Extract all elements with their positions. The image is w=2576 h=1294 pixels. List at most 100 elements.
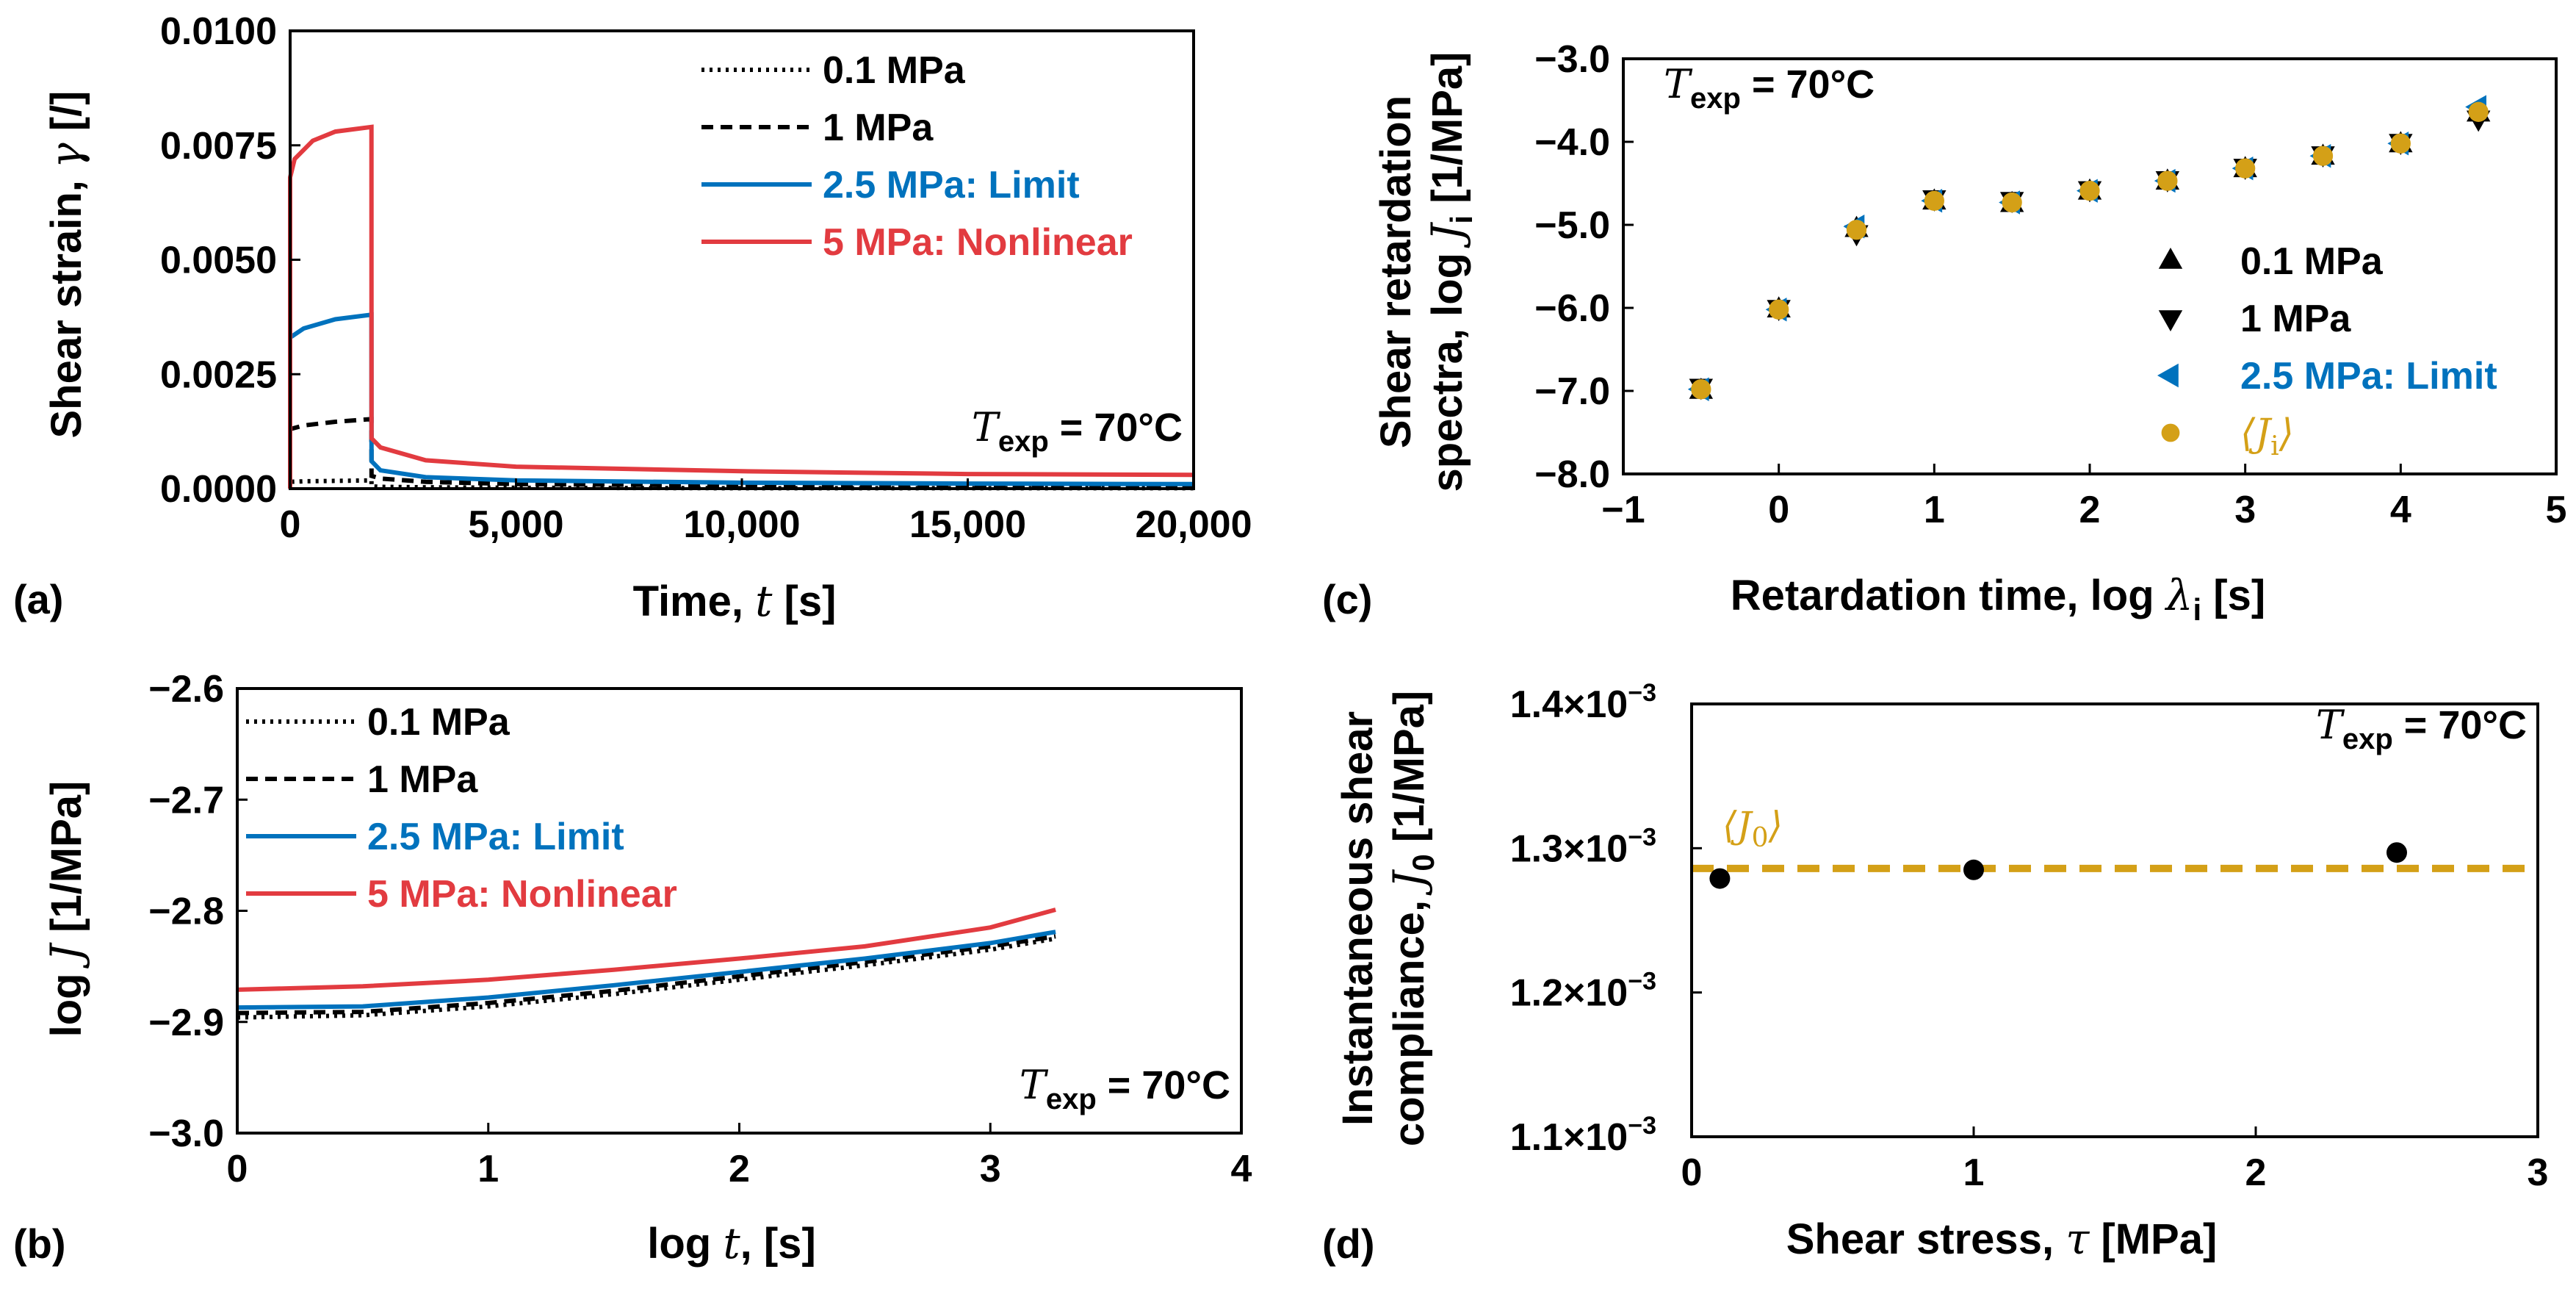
panel-d-series-layer [1692, 842, 2538, 889]
panel-c-y-axis-title-line1: Shear retardation [1372, 96, 1420, 448]
panel-b-y-tick-label: −2.7 [148, 779, 224, 822]
panel-a-label: (a) [13, 576, 63, 622]
panel-d-x-tick-label: 0 [1681, 1151, 1703, 1194]
panel-d-x-axis-title: Shear stress, τ [MPa] [1786, 1214, 2218, 1264]
panel-b-x-tick-label: 2 [729, 1148, 750, 1190]
panel-c-y-tick-label: −8.0 [1534, 453, 1610, 496]
panel-b-x-tick-label: 4 [1231, 1148, 1252, 1190]
panel-b-legend-label: 1 MPa [367, 758, 478, 801]
panel-c-data-point [2079, 181, 2100, 201]
panel-a-legend-label: 1 MPa [823, 107, 934, 149]
panel-a-x-tick-label: 15,000 [909, 503, 1026, 546]
panel-c-data-point [2312, 145, 2334, 166]
panel-a-legend-label: 5 MPa: Nonlinear [823, 221, 1133, 264]
panel-c-data-point [2235, 158, 2256, 179]
panel-a-legend: 0.1 MPa 1 MPa 2.5 MPa: Limit 5 MPa: Nonline… [701, 49, 1133, 264]
panel-a-y-tick-label: 0.0025 [160, 353, 277, 396]
panel-d-x-tick-label: 1 [1963, 1151, 1985, 1194]
panel-c-retardation-spectra: −1 0 1 2 3 4 5 −8.0 −7.0 −6.0 −5.0 −4.0 −3.0 (c) Ret… [1322, 38, 2566, 627]
panel-c-legend-marker [2157, 363, 2179, 388]
panel-c-data-point [1691, 379, 1711, 400]
panel-a-series-line [288, 124, 1194, 489]
panel-b-legend-label: 0.1 MPa [367, 701, 510, 744]
panel-c-legend-marker [2158, 310, 2183, 331]
panel-b-series-line [237, 934, 1056, 1016]
panel-c-data-point [2157, 170, 2178, 191]
panel-b-x-tick-label: 1 [477, 1148, 499, 1190]
panel-b-y-axis-title: log J [1/MPa] [41, 781, 91, 1038]
panel-b-series-line [237, 930, 1056, 1010]
panel-c-x-tick-label: −1 [1601, 489, 1645, 531]
panel-c-data-point [1769, 299, 1789, 320]
panel-d-y-axis-title-line1: Instantaneous shear [1334, 711, 1382, 1126]
panel-c-legend-label: 2.5 MPa: Limit [2240, 355, 2497, 398]
panel-a-y-axis-title: Shear strain, γ [/] [41, 90, 91, 438]
panel-c-legend-label: 0.1 MPa [2240, 240, 2384, 283]
panel-c-axes: −1 0 1 2 3 4 5 −8.0 −7.0 −6.0 −5.0 −4.0 −3.0 [1534, 38, 2566, 531]
panel-b-y-tick-label: −2.6 [148, 668, 224, 711]
panel-a-x-tick-label: 20,000 [1135, 503, 1252, 546]
panel-c-y-tick-label: −7.0 [1534, 370, 1610, 413]
panel-a-legend-label: 0.1 MPa [823, 49, 966, 92]
panel-d-instantaneous-compliance: 0 1 2 3 1.1×10−3 1.2×10−3 1.3×10−3 1.4×10−3 (d)… [1322, 679, 2548, 1267]
panel-a-axes: 0 5,000 10,000 15,000 20,000 0.0000 0.0025 0.00… [160, 10, 1252, 546]
panel-c-temperature-annotation: Texp = 70°C [1664, 61, 1875, 115]
panel-a-legend-label: 2.5 MPa: Limit [823, 164, 1080, 206]
panel-c-x-tick-label: 4 [2390, 489, 2411, 531]
panel-c-label: (c) [1322, 576, 1372, 622]
panel-d-y-tick-label: 1.2×10−3 [1510, 968, 1656, 1015]
panel-b-series-layer [237, 907, 1056, 1020]
panel-b-series-line [237, 907, 1056, 992]
panel-c-legend-label: 1 MPa [2240, 298, 2351, 340]
panel-b-axes: 0 1 2 3 4 −3.0 −2.9 −2.8 −2.7 −2.6 [148, 668, 1252, 1190]
panel-c-legend-label: ⟨Ji⟩ [2240, 411, 2294, 461]
panel-d-data-point [1709, 868, 1731, 889]
panel-a-shear-strain-vs-time: 0 5,000 10,000 15,000 20,000 0.0000 0.0025 0.00… [13, 10, 1252, 626]
panel-c-y-tick-label: −6.0 [1534, 287, 1610, 330]
panel-c-legend-marker [2161, 423, 2180, 442]
panel-a-x-axis-title: Time, t [s] [633, 576, 837, 626]
panel-d-y-axis-title-line2: compliance, J0 [1/MPa] [1384, 691, 1440, 1146]
panel-c-data-point [2002, 192, 2022, 213]
panel-a-series-line [288, 312, 1194, 489]
panel-b-legend-label: 2.5 MPa: Limit [367, 816, 624, 858]
panel-c-y-axis-title-line2: spectra, log Ji [1/MPa] [1422, 52, 1479, 492]
panel-a-y-tick-label: 0.0000 [160, 468, 277, 511]
panel-c-data-point [2390, 133, 2411, 154]
panel-a-x-tick-label: 5,000 [468, 503, 563, 546]
panel-b-y-tick-label: −2.8 [148, 891, 224, 933]
panel-c-data-point [2468, 101, 2489, 122]
panel-d-data-point [2386, 842, 2407, 863]
panel-d-y-tick-label: 1.4×10−3 [1510, 679, 1656, 726]
panel-b-y-tick-label: −3.0 [148, 1113, 224, 1155]
panel-a-y-tick-label: 0.0100 [160, 10, 277, 53]
panel-b-x-axis-title: log t, [s] [647, 1218, 816, 1268]
panel-b-legend-label: 5 MPa: Nonlinear [367, 873, 677, 916]
panel-a-temperature-annotation: Texp = 70°C [972, 404, 1183, 458]
panel-d-data-point [1963, 859, 1984, 880]
panel-d-temperature-annotation: Texp = 70°C [2316, 702, 2527, 755]
panel-b-temperature-annotation: Texp = 70°C [1020, 1062, 1230, 1115]
panel-c-series-layer [1687, 95, 2491, 401]
panel-a-y-tick-label: 0.0075 [160, 125, 277, 168]
panel-b-log-compliance-vs-log-time: 0 1 2 3 4 −3.0 −2.9 −2.8 −2.7 −2.6 (b) log t, [s]… [13, 668, 1252, 1268]
panel-a-x-tick-label: 0 [280, 503, 301, 546]
panel-d-mean-line-label: ⟨J0⟩ [1722, 804, 1783, 853]
panel-d-plot-frame [1690, 702, 2539, 1138]
panel-b-x-tick-label: 0 [227, 1148, 248, 1190]
panel-c-x-tick-label: 0 [1768, 489, 1789, 531]
panel-c-legend-marker [2158, 248, 2183, 269]
panel-a-x-tick-label: 10,000 [683, 503, 800, 546]
panel-b-y-tick-label: −2.9 [148, 1002, 224, 1044]
panel-a-y-tick-label: 0.0050 [160, 240, 277, 282]
panel-b-series-line [237, 936, 1056, 1020]
panel-c-x-tick-label: 2 [2079, 489, 2101, 531]
panel-c-legend: 0.1 MPa 1 MPa 2.5 MPa: Limit ⟨Ji⟩ [2157, 240, 2497, 461]
panel-c-x-axis-title: Retardation time, log λi [s] [1731, 570, 2265, 627]
panel-c-x-tick-label: 3 [2234, 489, 2256, 531]
panel-d-y-tick-label: 1.3×10−3 [1510, 823, 1656, 870]
panel-d-axes: 0 1 2 3 1.1×10−3 1.2×10−3 1.3×10−3 1.4×10−3 [1510, 679, 2549, 1194]
panel-c-data-point [1924, 190, 1944, 211]
panel-c-x-tick-label: 5 [2546, 489, 2567, 531]
